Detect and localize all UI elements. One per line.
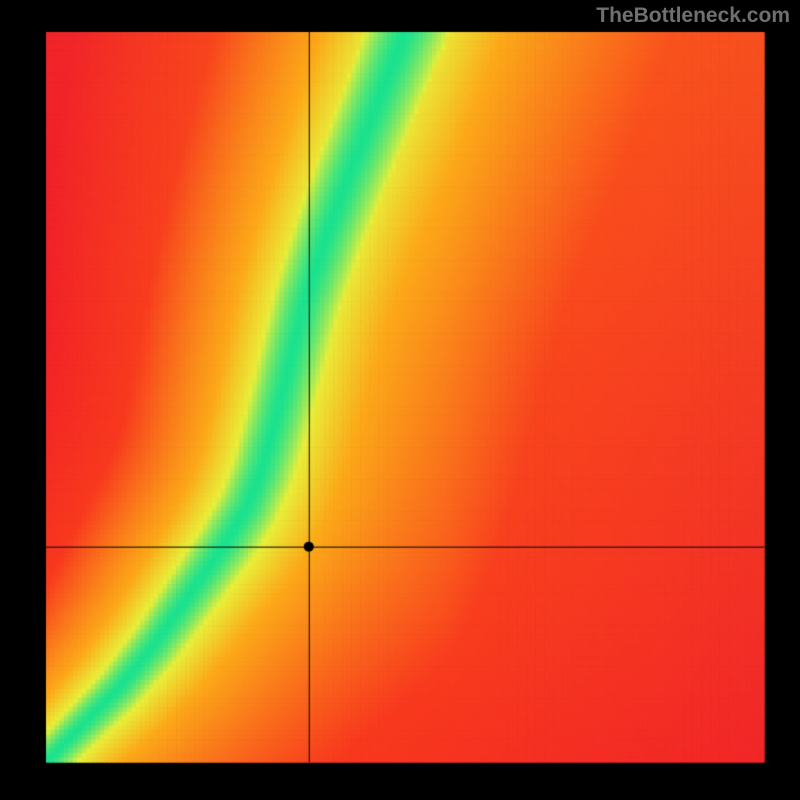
watermark-text: TheBottleneck.com — [596, 4, 790, 28]
heatmap-canvas — [0, 0, 800, 800]
chart-container: TheBottleneck.com — [0, 0, 800, 800]
